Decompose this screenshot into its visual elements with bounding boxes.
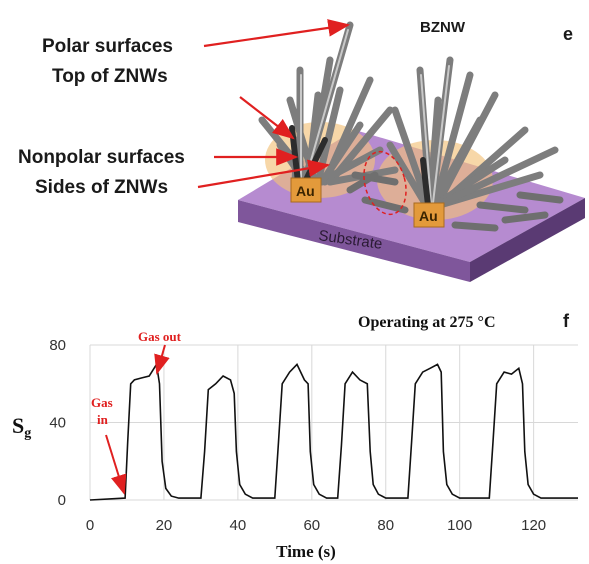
x-tick-label-6: 120 bbox=[521, 517, 546, 534]
annotation-arrows bbox=[197, 19, 351, 189]
x-tick-label-0: 0 bbox=[86, 517, 94, 534]
chart-ticks: 0 20 40 60 80 100 120 0 40 80 bbox=[49, 337, 546, 534]
gas-in-label-2: in bbox=[97, 412, 109, 427]
x-tick-label-5: 100 bbox=[447, 517, 472, 534]
x-axis-label: Time (s) bbox=[276, 542, 336, 561]
au-pad-left: Au bbox=[290, 177, 322, 203]
nanowire-diagram: Substrate bbox=[18, 19, 585, 282]
nonpolar-surfaces-label: Nonpolar surfaces bbox=[18, 147, 185, 168]
au-left-label: Au bbox=[296, 183, 315, 199]
y-axis-label-main: S bbox=[12, 413, 24, 438]
au-pad-right: Au bbox=[413, 202, 445, 228]
y-axis-label-sub: g bbox=[24, 426, 31, 441]
x-tick-label-1: 20 bbox=[156, 517, 173, 534]
panel-f-letter: f bbox=[563, 311, 570, 331]
x-tick-label-3: 60 bbox=[303, 517, 320, 534]
x-tick-label-2: 40 bbox=[230, 517, 247, 534]
top-of-znws-label: Top of ZNWs bbox=[52, 66, 168, 87]
x-tick-label-4: 80 bbox=[377, 517, 394, 534]
au-right-label: Au bbox=[419, 208, 438, 224]
substrate-front bbox=[238, 200, 470, 282]
y-tick-label-2: 80 bbox=[49, 337, 66, 354]
y-tick-label-1: 40 bbox=[49, 415, 66, 432]
gas-arrows bbox=[105, 344, 170, 495]
junction-highlight bbox=[363, 150, 407, 216]
response-chart: 0 20 40 60 80 100 120 0 40 80 Operating at 275 °C… bbox=[12, 311, 578, 561]
chart-grid bbox=[89, 344, 578, 501]
sides-of-znws-label: Sides of ZNWs bbox=[35, 177, 168, 198]
y-axis-label: Sg bbox=[12, 413, 31, 441]
panel-e-letter: e bbox=[563, 24, 573, 44]
gas-out-label: Gas out bbox=[138, 329, 182, 344]
series-line bbox=[89, 362, 578, 501]
gas-in-label-1: Gas bbox=[91, 395, 113, 410]
polar-surfaces-label: Polar surfaces bbox=[42, 36, 173, 57]
bznw-label: BZNW bbox=[420, 19, 466, 36]
y-tick-label-0: 0 bbox=[58, 492, 66, 509]
operating-label: Operating at 275 °C bbox=[358, 314, 496, 331]
substrate-right-side bbox=[470, 198, 585, 282]
